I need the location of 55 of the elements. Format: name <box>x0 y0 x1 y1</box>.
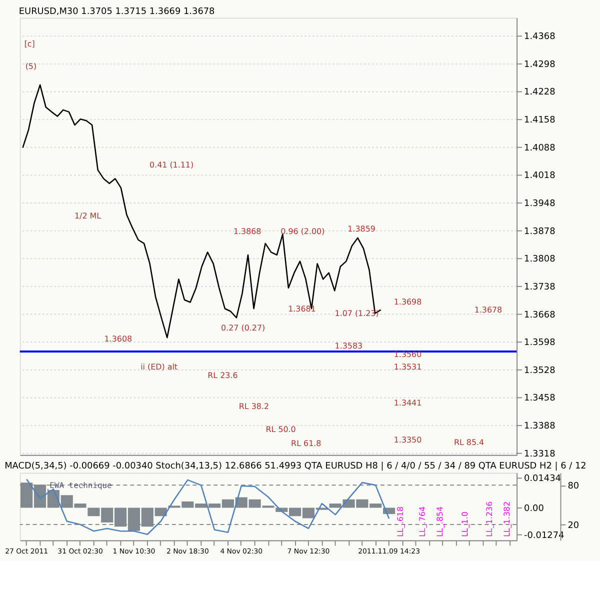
y2-tick-label: 20 <box>568 521 580 532</box>
annotation: (5) <box>25 62 37 72</box>
annotation: 1.3350 <box>394 435 422 444</box>
annotation: 1/2 ML <box>74 212 102 221</box>
y-tick-label: 1.3668 <box>524 310 556 320</box>
y-tick-label: -0.01274 <box>524 530 565 541</box>
annotation: LL_.764 <box>418 506 428 537</box>
annotation: LL_.854 <box>436 506 445 537</box>
annotation: [c] <box>24 39 35 48</box>
annotation: RL 85.4 <box>454 438 484 448</box>
annotation: LL_1.236 <box>485 501 494 537</box>
y-tick-label: 1.3318 <box>524 449 556 460</box>
annotation: 1.3531 <box>394 362 422 372</box>
annotation: ii (ED) alt <box>140 362 178 372</box>
annotation: 1.3678 <box>474 306 502 315</box>
y-tick-label: 1.4228 <box>524 88 556 98</box>
annotation: 1.3868 <box>233 226 262 236</box>
y2-tick-label: 80 <box>568 482 580 492</box>
y-tick-label: 0.00 <box>524 504 544 514</box>
y-tick-label: 1.3808 <box>524 254 556 265</box>
y-tick-label: 1.4298 <box>524 60 556 70</box>
y-tick-label: 1.3878 <box>524 226 556 237</box>
annotation: 1.3859 <box>348 224 376 234</box>
annotation: RL 50.0 <box>266 424 296 434</box>
y-tick-label: 1.3738 <box>524 282 556 292</box>
annotation: LL_1.382 <box>502 501 512 537</box>
annotation: LL_1.0 <box>460 511 470 537</box>
chart-title: MACD(5,34,5) -0.00669 -0.00340 Stoch(34,13,5) 12.6866 51.4993 QTA EURUSD H8 | 6 / 4/0 / 55 / 34 / 89 QTA EURUSD H2 | 6 / 12 <box>4 462 586 472</box>
annotation: 1.07 (1.23) <box>334 309 379 318</box>
annotation: 1.3698 <box>394 298 422 307</box>
annotation: 1.3441 <box>394 398 422 408</box>
line-series <box>26 478 390 536</box>
y-tick-label: 1.4368 <box>524 32 556 42</box>
annotation: 1.3560 <box>394 350 422 360</box>
y-tick-label: 1.3948 <box>524 198 556 209</box>
y-tick-label: 1.3458 <box>524 394 556 404</box>
annotation: RL 61.8 <box>291 438 322 448</box>
y-tick-label: 1.3528 <box>524 366 556 376</box>
y-tick-label: 1.3388 <box>524 422 556 432</box>
annotation: 1.3608 <box>104 334 132 344</box>
annotation: 0.41 (1.11) <box>150 160 194 170</box>
y-tick-label: 1.4158 <box>524 116 556 126</box>
y-tick-label: 0.01434 <box>524 474 562 484</box>
annotation: RL 23.6 <box>208 371 238 380</box>
annotation: EWA technique <box>50 481 112 490</box>
annotation: LL_.618 <box>396 506 405 537</box>
annotation: 1.3681 <box>288 304 316 314</box>
y-tick-label: 1.4018 <box>524 171 556 182</box>
y-tick-label: 1.3598 <box>524 338 556 348</box>
annotation: RL 38.2 <box>238 402 270 412</box>
annotation: 0.27 (0.27) <box>221 324 266 333</box>
annotation: 0.96 (2.00) <box>280 226 325 236</box>
y-tick-label: 1.4088 <box>524 143 556 154</box>
chart-title: EURUSD,M30 1.3705 1.3715 1.3669 1.3678 <box>18 6 216 17</box>
annotation: 1.3583 <box>334 341 363 350</box>
